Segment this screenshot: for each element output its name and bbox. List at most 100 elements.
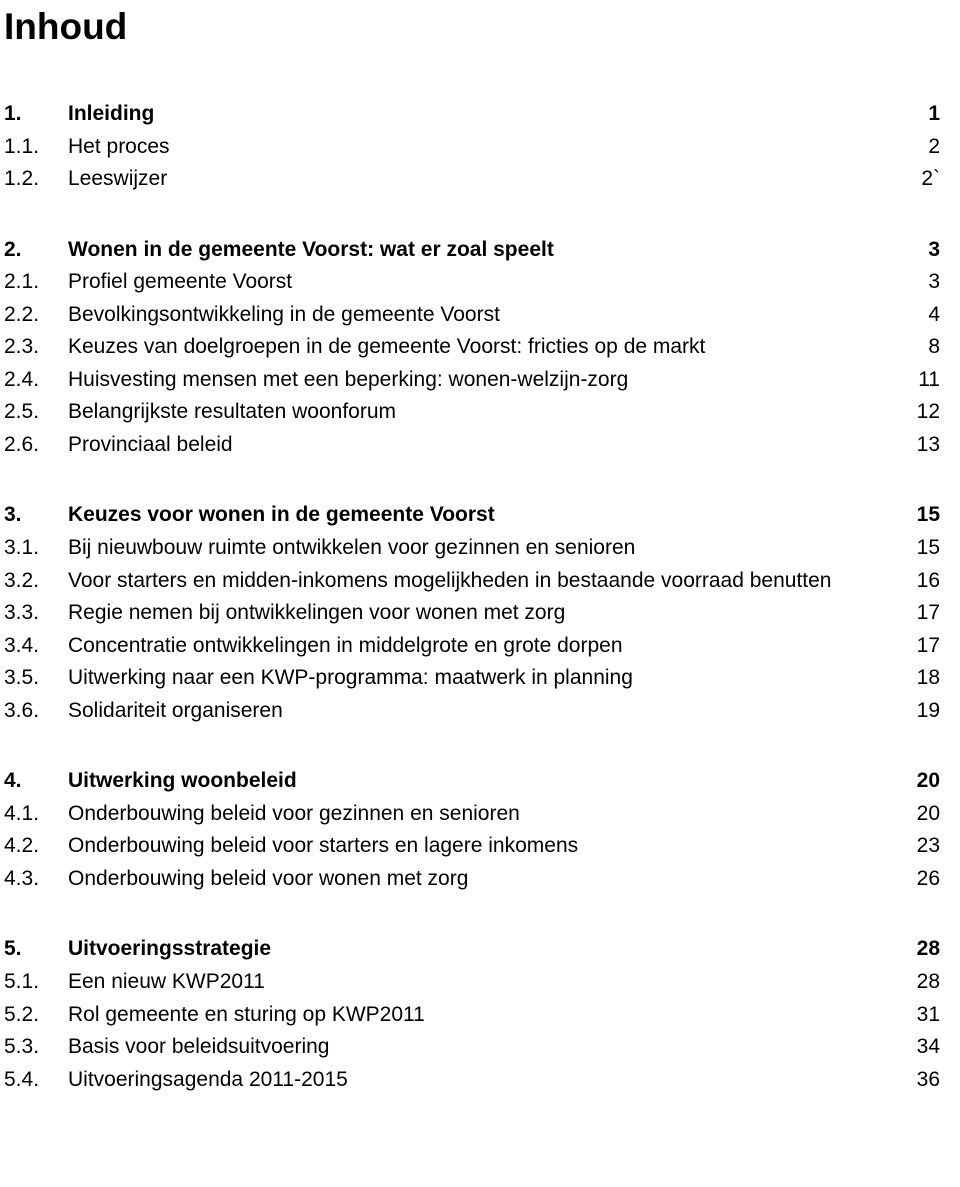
- toc-label: Bij nieuwbouw ruimte ontwikkelen voor ge…: [68, 532, 880, 565]
- toc-label: Huisvesting mensen met een beperking: wo…: [68, 364, 880, 397]
- toc-number: 5.: [4, 933, 68, 966]
- toc-number: 5.1.: [4, 966, 68, 999]
- toc-number: 5.4.: [4, 1064, 68, 1097]
- toc-page-number: 3: [880, 266, 940, 299]
- toc-section: 5.Uitvoeringsstrategie285.1.Een nieuw KW…: [4, 933, 940, 1096]
- toc-entry-row: 3.1.Bij nieuwbouw ruimte ontwikkelen voo…: [4, 532, 940, 565]
- toc-page-number: 19: [880, 695, 940, 728]
- toc-page: Inhoud 1.Inleiding11.1.Het proces21.2.Le…: [0, 0, 960, 1187]
- toc-entry-row: 3.5.Uitwerking naar een KWP-programma: m…: [4, 662, 940, 695]
- toc-label: Regie nemen bij ontwikkelingen voor wone…: [68, 597, 880, 630]
- toc-page-number: 1: [880, 98, 940, 131]
- toc-entry-row: 2.6.Provinciaal beleid13: [4, 429, 940, 462]
- toc-entry-row: 5.4.Uitvoeringsagenda 2011-201536: [4, 1064, 940, 1097]
- toc-heading-row: 1.Inleiding1: [4, 98, 940, 131]
- toc-label: Leeswijzer: [68, 163, 880, 196]
- toc-page-number: 23: [880, 830, 940, 863]
- toc-number: 2.1.: [4, 266, 68, 299]
- toc-page-number: 17: [880, 630, 940, 663]
- toc-entry-row: 5.2.Rol gemeente en sturing op KWP201131: [4, 999, 940, 1032]
- toc-number: 3.3.: [4, 597, 68, 630]
- toc-number: 4.: [4, 765, 68, 798]
- toc-section: 1.Inleiding11.1.Het proces21.2.Leeswijze…: [4, 98, 940, 196]
- toc-heading-row: 5.Uitvoeringsstrategie28: [4, 933, 940, 966]
- toc-number: 3.: [4, 499, 68, 532]
- toc-entry-row: 2.4.Huisvesting mensen met een beperking…: [4, 364, 940, 397]
- toc-entry-row: 3.4.Concentratie ontwikkelingen in midde…: [4, 630, 940, 663]
- toc-entry-row: 2.3.Keuzes van doelgroepen in de gemeent…: [4, 331, 940, 364]
- toc-heading-row: 2.Wonen in de gemeente Voorst: wat er zo…: [4, 234, 940, 267]
- toc-page-number: 20: [880, 765, 940, 798]
- toc-number: 3.1.: [4, 532, 68, 565]
- toc-page-number: 15: [880, 532, 940, 565]
- toc-entry-row: 2.1.Profiel gemeente Voorst3: [4, 266, 940, 299]
- toc-number: 5.3.: [4, 1031, 68, 1064]
- toc-label: Uitwerking naar een KWP-programma: maatw…: [68, 662, 880, 695]
- toc-entry-row: 3.3.Regie nemen bij ontwikkelingen voor …: [4, 597, 940, 630]
- toc-page-number: 4: [880, 299, 940, 332]
- toc-page-number: 11: [880, 364, 940, 397]
- toc-label: Uitvoeringsstrategie: [68, 933, 880, 966]
- toc-number: 3.6.: [4, 695, 68, 728]
- toc-page-number: 26: [880, 863, 940, 896]
- toc-label: Provinciaal beleid: [68, 429, 880, 462]
- toc-number: 3.5.: [4, 662, 68, 695]
- toc-heading-row: 3.Keuzes voor wonen in de gemeente Voors…: [4, 499, 940, 532]
- toc-heading-row: 4.Uitwerking woonbeleid20: [4, 765, 940, 798]
- toc-label: Uitvoeringsagenda 2011-2015: [68, 1064, 880, 1097]
- toc-entry-row: 4.3.Onderbouwing beleid voor wonen met z…: [4, 863, 940, 896]
- toc-label: Profiel gemeente Voorst: [68, 266, 880, 299]
- toc-label: Het proces: [68, 131, 880, 164]
- toc-page-number: 3: [880, 234, 940, 267]
- toc-page-number: 8: [880, 331, 940, 364]
- toc-entry-row: 3.6.Solidariteit organiseren19: [4, 695, 940, 728]
- toc-number: 2.5.: [4, 396, 68, 429]
- toc-label: Wonen in de gemeente Voorst: wat er zoal…: [68, 234, 880, 267]
- toc-label: Keuzes voor wonen in de gemeente Voorst: [68, 499, 880, 532]
- toc-number: 4.2.: [4, 830, 68, 863]
- toc-entry-row: 5.1.Een nieuw KWP201128: [4, 966, 940, 999]
- toc-label: Onderbouwing beleid voor starters en lag…: [68, 830, 880, 863]
- toc-entry-row: 3.2.Voor starters en midden-inkomens mog…: [4, 565, 940, 598]
- toc-label: Basis voor beleidsuitvoering: [68, 1031, 880, 1064]
- toc-number: 4.3.: [4, 863, 68, 896]
- toc-number: 2.: [4, 234, 68, 267]
- toc-entry-row: 2.2.Bevolkingsontwikkeling in de gemeent…: [4, 299, 940, 332]
- toc-number: 1.: [4, 98, 68, 131]
- toc-section: 3.Keuzes voor wonen in de gemeente Voors…: [4, 499, 940, 727]
- toc-page-number: 34: [880, 1031, 940, 1064]
- toc-section: 2.Wonen in de gemeente Voorst: wat er zo…: [4, 234, 940, 462]
- toc-entry-row: 1.2.Leeswijzer2`: [4, 163, 940, 196]
- toc-container: 1.Inleiding11.1.Het proces21.2.Leeswijze…: [4, 98, 940, 1096]
- toc-number: 3.2.: [4, 565, 68, 598]
- toc-page-number: 2: [880, 131, 940, 164]
- toc-label: Onderbouwing beleid voor gezinnen en sen…: [68, 798, 880, 831]
- toc-number: 4.1.: [4, 798, 68, 831]
- toc-label: Onderbouwing beleid voor wonen met zorg: [68, 863, 880, 896]
- toc-entry-row: 2.5.Belangrijkste resultaten woonforum12: [4, 396, 940, 429]
- page-title: Inhoud: [4, 6, 940, 48]
- toc-page-number: 13: [880, 429, 940, 462]
- toc-label: Keuzes van doelgroepen in de gemeente Vo…: [68, 331, 880, 364]
- toc-number: 1.1.: [4, 131, 68, 164]
- toc-page-number: 28: [880, 933, 940, 966]
- toc-label: Solidariteit organiseren: [68, 695, 880, 728]
- toc-entry-row: 5.3.Basis voor beleidsuitvoering34: [4, 1031, 940, 1064]
- toc-entry-row: 4.2.Onderbouwing beleid voor starters en…: [4, 830, 940, 863]
- toc-page-number: 28: [880, 966, 940, 999]
- toc-page-number: 17: [880, 597, 940, 630]
- toc-page-number: 2`: [880, 163, 940, 196]
- toc-number: 2.3.: [4, 331, 68, 364]
- toc-number: 2.6.: [4, 429, 68, 462]
- toc-page-number: 36: [880, 1064, 940, 1097]
- toc-entry-row: 1.1.Het proces2: [4, 131, 940, 164]
- toc-page-number: 12: [880, 396, 940, 429]
- toc-label: Rol gemeente en sturing op KWP2011: [68, 999, 880, 1032]
- toc-label: Inleiding: [68, 98, 880, 131]
- toc-page-number: 18: [880, 662, 940, 695]
- toc-section: 4.Uitwerking woonbeleid204.1.Onderbouwin…: [4, 765, 940, 895]
- toc-page-number: 15: [880, 499, 940, 532]
- toc-page-number: 16: [880, 565, 940, 598]
- toc-number: 1.2.: [4, 163, 68, 196]
- toc-page-number: 20: [880, 798, 940, 831]
